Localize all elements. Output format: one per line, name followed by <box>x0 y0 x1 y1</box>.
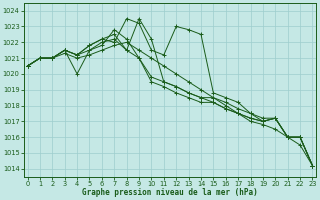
X-axis label: Graphe pression niveau de la mer (hPa): Graphe pression niveau de la mer (hPa) <box>82 188 258 197</box>
